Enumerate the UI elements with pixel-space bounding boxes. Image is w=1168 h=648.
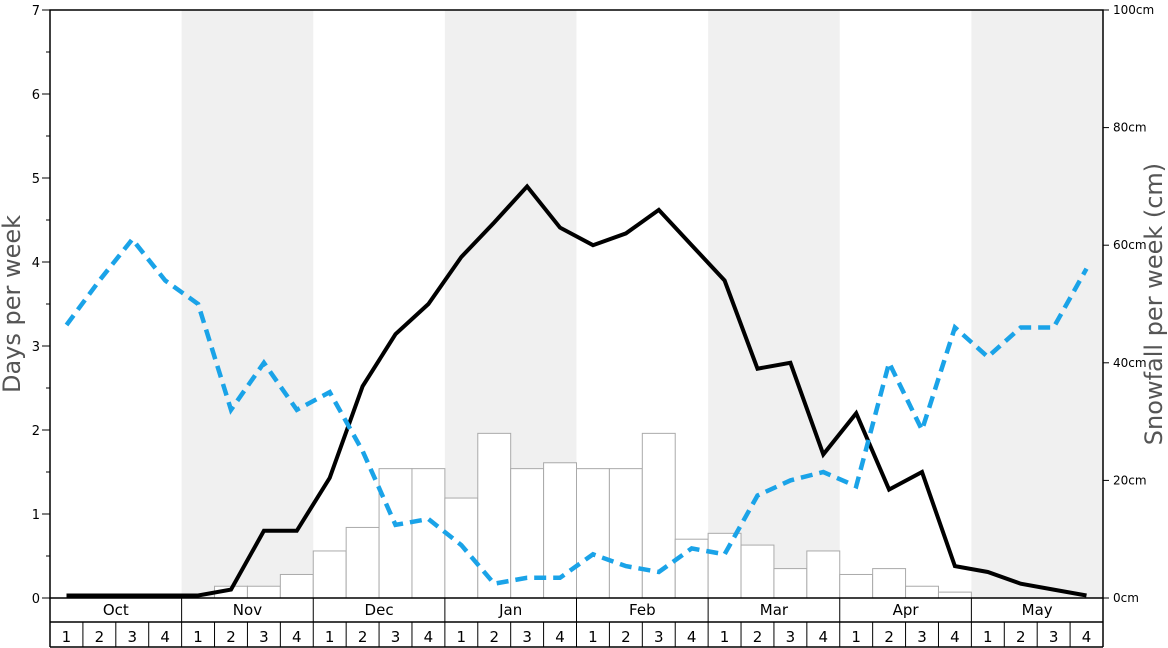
week-label: 3 — [259, 628, 269, 646]
week-label: 1 — [720, 628, 730, 646]
week-label: 4 — [687, 628, 697, 646]
week-label: 3 — [391, 628, 401, 646]
month-shade-nov — [181, 10, 314, 598]
right-tick-label: 40cm — [1113, 356, 1147, 370]
left-axis-title: Days per week — [0, 215, 26, 393]
snowfall-bar — [806, 550, 841, 599]
week-label: 1 — [62, 628, 72, 646]
week-label: 3 — [1049, 628, 1059, 646]
snowfall-bars — [214, 432, 972, 599]
week-label: 2 — [753, 628, 763, 646]
week-label: 3 — [654, 628, 664, 646]
week-label: 2 — [884, 628, 894, 646]
week-label: 1 — [851, 628, 861, 646]
week-label: 4 — [160, 628, 170, 646]
snowfall-bar — [411, 468, 446, 599]
left-tick-label: 2 — [32, 424, 40, 439]
left-tick-label: 1 — [32, 508, 40, 523]
solid-line-series — [66, 183, 1087, 598]
left-tick-label: 4 — [32, 256, 40, 271]
right-tick-label: 100cm — [1113, 3, 1154, 17]
x-axis-month-week: Oct 1 2 3 4 Nov 1 2 3 4 Dec 1 2 3 4 Jan 1 2 3 4 Feb 1 2 3 4 Mar 1 2… — [49, 598, 1104, 648]
week-label: 4 — [950, 628, 960, 646]
month-shade-mar — [708, 10, 840, 598]
week-label: 2 — [95, 628, 105, 646]
month-label: May — [1022, 601, 1053, 619]
week-label: 1 — [983, 628, 993, 646]
snowfall-bar — [345, 526, 380, 599]
snowfall-bar — [872, 568, 907, 599]
week-label: 3 — [917, 628, 927, 646]
right-axis-title: Snowfall per week (cm) — [1140, 163, 1168, 445]
week-label: 1 — [588, 628, 598, 646]
week-label: 4 — [424, 628, 434, 646]
snowfall-bar — [839, 573, 874, 599]
week-label: 2 — [621, 628, 631, 646]
right-tick-label: 20cm — [1113, 473, 1147, 487]
snowfall-bar — [608, 468, 643, 599]
snowfall-bar — [773, 568, 808, 599]
right-tick-label: 80cm — [1113, 121, 1147, 135]
left-tick-label: 3 — [32, 340, 40, 355]
snowfall-bar — [707, 532, 742, 599]
snowfall-bar — [905, 585, 939, 599]
week-label: 1 — [457, 628, 467, 646]
month-shade-may — [971, 10, 1103, 598]
month-label: Apr — [893, 601, 920, 619]
week-label: 4 — [1082, 628, 1092, 646]
week-label: 2 — [489, 628, 499, 646]
month-shading-layer — [181, 10, 1103, 598]
week-label: 3 — [786, 628, 796, 646]
snowfall-bar — [246, 585, 281, 599]
right-y-axis: 0cm 20cm 40cm 60cm 80cm 100cm — [1103, 3, 1154, 605]
week-label: 2 — [1016, 628, 1026, 646]
dashed-line-series — [64, 235, 1089, 587]
month-label: Nov — [233, 601, 262, 619]
right-tick-label: 0cm — [1113, 591, 1139, 605]
left-tick-label: 6 — [32, 88, 40, 103]
snowfall-bar — [312, 550, 347, 599]
week-label: 3 — [522, 628, 532, 646]
snowfall-bar — [378, 468, 413, 599]
week-label: 1 — [193, 628, 203, 646]
snowfall-bar — [279, 573, 314, 599]
snowfall-bar — [937, 591, 972, 599]
week-label: 1 — [325, 628, 335, 646]
left-tick-label: 0 — [32, 592, 40, 607]
month-label: Mar — [760, 601, 789, 619]
right-tick-label: 60cm — [1113, 238, 1147, 252]
month-label: Jan — [498, 601, 522, 619]
week-label: 4 — [555, 628, 565, 646]
week-label: 2 — [358, 628, 368, 646]
month-label: Dec — [365, 601, 394, 619]
snowfall-bar — [576, 468, 610, 599]
line-series-layer — [64, 183, 1089, 598]
left-y-axis: 0 1 2 3 4 5 6 7 — [32, 4, 50, 607]
week-label: 4 — [819, 628, 829, 646]
week-label: 3 — [127, 628, 137, 646]
snowfall-bar — [740, 544, 775, 599]
week-label: 4 — [292, 628, 302, 646]
month-label: Feb — [629, 601, 656, 619]
left-tick-label: 5 — [32, 172, 40, 187]
month-label: Oct — [103, 601, 129, 619]
left-tick-label: 7 — [32, 4, 40, 19]
week-label: 2 — [226, 628, 236, 646]
